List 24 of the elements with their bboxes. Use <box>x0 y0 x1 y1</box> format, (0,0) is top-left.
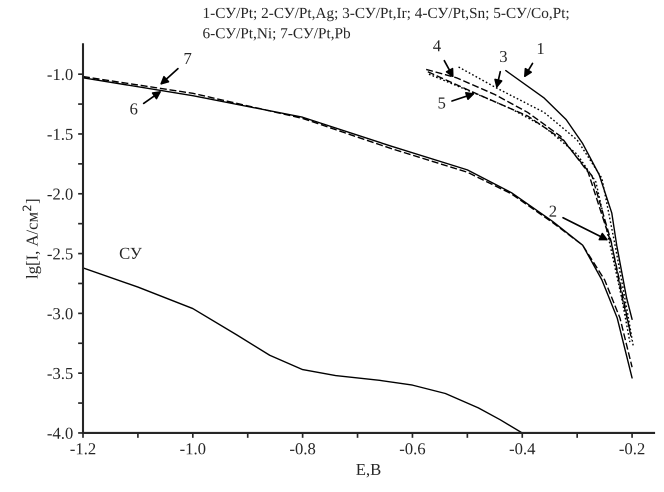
chart-title: 1-СУ/Pt; 2-СУ/Pt,Ag; 3-СУ/Pt,Ir; 4-СУ/Pt,Sn; 5-СУ/Co,Pt; 6-СУ/Pt,Ni; 7-СУ/Pt,Pb <box>203 8 568 41</box>
y-tick-label: -1.5 <box>48 128 73 140</box>
annotation: 2 <box>549 206 556 217</box>
annotation: 3 <box>500 50 507 62</box>
annotation: 7 <box>184 53 192 64</box>
y-tick-label: -3.5 <box>48 368 73 380</box>
annotation: 6 <box>130 103 138 115</box>
y-tick-label: -2.5 <box>48 248 73 260</box>
y-tick-label: -4.0 <box>48 428 73 439</box>
annotation: 1 <box>538 42 544 54</box>
y-axis-title: lg[I, A/см$^{2}$] <box>22 200 42 279</box>
annotation: 5 <box>438 98 446 109</box>
x-tick-label: -0.2 <box>620 443 644 454</box>
series-label: СУ <box>120 248 142 259</box>
x-tick-label: -1.2 <box>70 443 96 454</box>
y-tick-label: -1.0 <box>48 68 73 80</box>
x-tick-label: -0.4 <box>510 443 536 454</box>
x-tick-label: -1.0 <box>180 443 206 454</box>
x-axis-title: E,B <box>356 464 380 478</box>
x-tick-label: -0.6 <box>400 443 426 454</box>
y-tick-label: -2.0 <box>48 188 73 200</box>
x-tick-label: -0.8 <box>290 443 316 454</box>
annotation: 4 <box>433 40 441 52</box>
y-tick-label: -3.0 <box>48 308 73 320</box>
